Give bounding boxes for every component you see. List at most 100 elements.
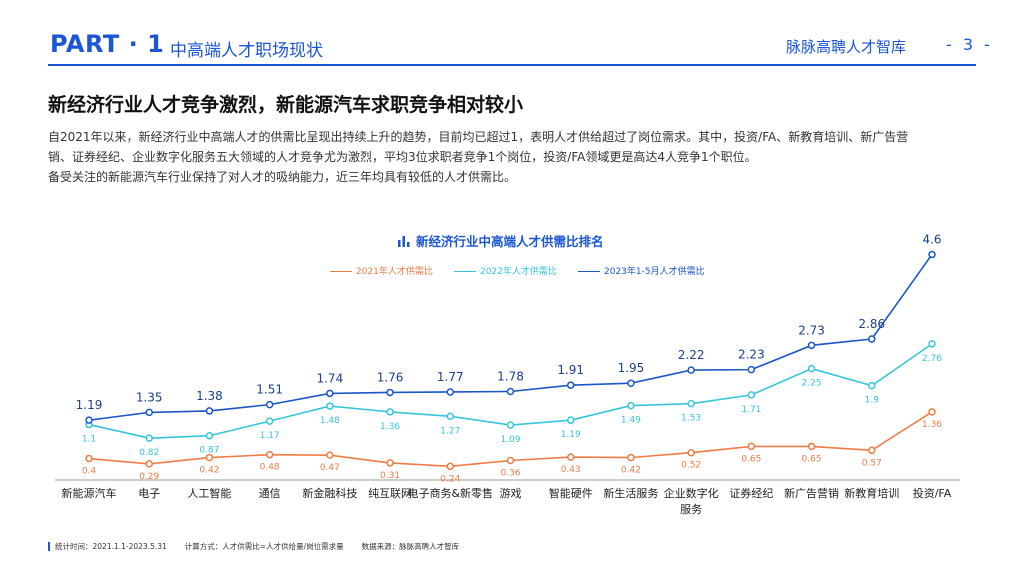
- legend-item-2021: 2021年人才供需比: [330, 264, 433, 277]
- data-label: 1.17: [260, 431, 280, 441]
- data-label: 2.23: [738, 348, 765, 362]
- data-label: 0.87: [199, 446, 219, 456]
- page-header: PART · 1 中高端人才职场现状 脉脉高聘人才智库 - 3 -: [0, 0, 1024, 64]
- data-label: 0.65: [741, 454, 761, 464]
- data-label: 0.29: [139, 472, 159, 482]
- data-point: [566, 453, 575, 461]
- x-tick-label: 纯互联网: [368, 487, 412, 500]
- data-label: 0.65: [802, 454, 822, 464]
- body-paragraph: 自2021年以来，新经济行业中高端人才的供需比呈现出持续上升的趋势，目前均已超过…: [48, 127, 978, 187]
- footer-period: 统计时间：2021.1.1-2023.5.31: [55, 542, 167, 551]
- page-number: - 3 -: [946, 35, 993, 54]
- data-point: [205, 431, 214, 440]
- x-tick-label: 电子: [138, 487, 160, 500]
- data-point: [928, 408, 936, 416]
- x-tick-label: 游戏: [500, 487, 522, 500]
- data-label: 1.74: [316, 371, 343, 385]
- data-label: 1.48: [320, 416, 340, 426]
- data-point: [446, 462, 455, 471]
- data-label: 1.76: [377, 370, 404, 384]
- x-tick-label: 智能硬件: [549, 486, 593, 500]
- data-label: 4.6: [922, 232, 941, 246]
- data-label: 0.52: [681, 461, 701, 471]
- data-point: [386, 459, 394, 467]
- part-label: PART · 1: [50, 30, 165, 58]
- data-label: 1.77: [437, 370, 464, 384]
- header-divider: [48, 64, 976, 66]
- x-tick-label: 新金融科技: [302, 486, 357, 500]
- legend-swatch: [454, 270, 476, 273]
- bar-chart-icon: [398, 236, 410, 247]
- x-tick-label: 新生活服务: [603, 486, 658, 500]
- data-label: 2.76: [922, 354, 942, 364]
- data-point: [868, 381, 876, 390]
- legend-label: 2022年人才供需比: [480, 267, 557, 277]
- chart-title-text: 新经济行业中高端人才供需比排名: [416, 234, 604, 249]
- data-point: [446, 388, 455, 396]
- legend-swatch: [330, 270, 352, 273]
- data-label: 1.27: [440, 426, 460, 436]
- data-point: [928, 250, 936, 259]
- data-label: 1.9: [865, 396, 880, 406]
- data-label: 0.48: [260, 463, 280, 473]
- x-tick-label: 企业数字化: [664, 486, 719, 500]
- data-label: 2.73: [798, 323, 825, 337]
- x-tick-label: 新教育培训: [844, 486, 899, 500]
- data-label: 0.47: [320, 463, 340, 473]
- data-label: 1.19: [76, 398, 103, 412]
- data-label: 0.31: [380, 471, 400, 481]
- data-label: 0.24: [440, 474, 460, 484]
- x-tick-label: 通信: [259, 487, 281, 500]
- data-label: 1.09: [500, 435, 520, 445]
- data-point: [326, 402, 334, 410]
- data-point: [506, 387, 515, 396]
- data-point: [145, 434, 153, 442]
- data-point: [747, 391, 756, 399]
- data-point: [386, 408, 394, 416]
- data-label: 1.49: [621, 416, 641, 426]
- footer-method: 计算方式：人才供需比=人才供给量/岗位需求量: [184, 542, 344, 551]
- data-point: [145, 408, 153, 417]
- data-point: [326, 389, 334, 398]
- data-label: 2.25: [802, 379, 822, 389]
- footer-accent-bar: [48, 542, 50, 551]
- data-point: [506, 421, 515, 429]
- data-label: 0.36: [500, 469, 520, 479]
- data-point: [807, 364, 816, 373]
- data-label: 0.4: [82, 467, 97, 477]
- data-label: 1.19: [561, 430, 581, 440]
- footer-source: 数据来源：脉脉高聘人才智库: [361, 542, 460, 551]
- footer-notes: 统计时间：2021.1.1-2023.5.31 计算方式：人才供需比=人才供给量/…: [48, 541, 477, 552]
- data-label: 1.53: [681, 414, 701, 424]
- data-label: 0.42: [621, 466, 641, 476]
- data-point: [446, 412, 455, 421]
- data-label: 1.78: [497, 369, 524, 383]
- legend-label: 2023年1-5月人才供需比: [604, 267, 705, 277]
- body-line-1: 自2021年以来，新经济行业中高端人才的供需比呈现出持续上升的趋势，目前均已超过…: [48, 130, 909, 144]
- x-tick-label: 服务: [680, 503, 702, 516]
- data-point: [928, 340, 936, 348]
- body-line-2: 销、证券经纪、企业数字化服务五大领域的人才竞争尤为激烈，平均3位求职者竞争1个岗…: [48, 150, 757, 164]
- data-point: [687, 448, 695, 457]
- data-label: 1.91: [557, 363, 584, 377]
- data-point: [868, 335, 876, 343]
- data-point: [747, 365, 756, 374]
- data-point: [265, 450, 274, 459]
- data-point: [506, 456, 515, 465]
- body-line-3: 备受关注的新能源汽车行业保持了对人才的吸纳能力，近三年均具有较低的人才供需比。: [48, 170, 517, 184]
- data-label: 0.43: [561, 465, 581, 475]
- x-tick-label: 新能源汽车: [62, 486, 117, 500]
- data-point: [85, 416, 93, 424]
- data-label: 1.36: [380, 422, 400, 432]
- data-label: 1.36: [922, 420, 942, 430]
- x-tick-label: 证券经纪: [729, 486, 773, 500]
- data-label: 1.35: [136, 390, 163, 404]
- data-label: 0.42: [199, 466, 219, 476]
- data-label: 1.1: [82, 435, 96, 445]
- legend-label: 2021年人才供需比: [356, 267, 433, 277]
- page-headline: 新经济行业人才竞争激烈，新能源汽车求职竞争相对较小: [48, 94, 524, 116]
- brand-name: 脉脉高聘人才智库: [786, 38, 907, 56]
- data-label: 1.51: [256, 383, 283, 397]
- data-point: [627, 401, 635, 410]
